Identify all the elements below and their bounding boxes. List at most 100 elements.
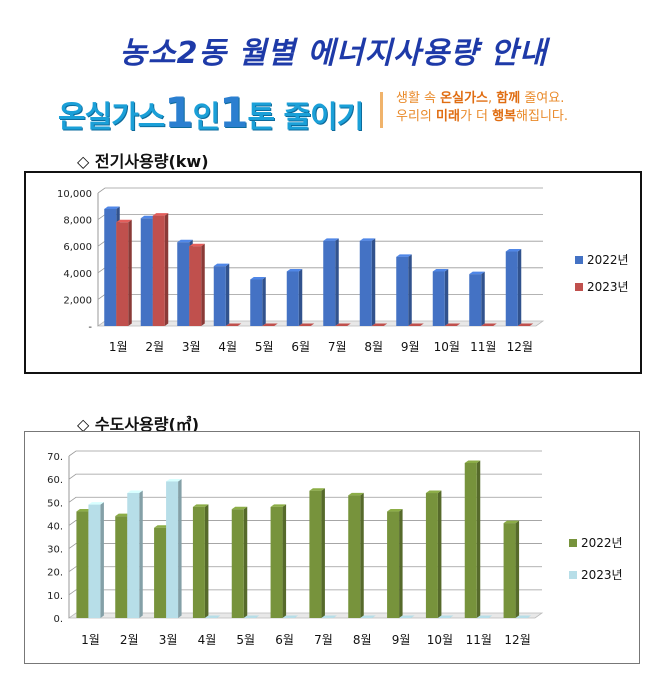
bar — [225, 323, 242, 326]
water-heading: ◇ 수도사용량(㎥) — [77, 415, 200, 434]
bar — [298, 323, 315, 326]
bar — [282, 615, 299, 618]
bar — [481, 323, 497, 326]
x-tick-label: 2월 — [120, 633, 139, 647]
gridline — [68, 450, 542, 457]
gridline — [68, 589, 542, 596]
bar — [309, 488, 325, 618]
x-tick-label: 5월 — [236, 633, 255, 647]
legend-swatch — [575, 283, 583, 291]
bar — [116, 219, 132, 326]
bar — [321, 615, 337, 618]
bar — [503, 520, 520, 618]
page-title: 농소2동 월별 에너지사용량 안내 — [119, 36, 548, 71]
y-tick-label: 70. — [47, 452, 63, 463]
x-tick-label: 11월 — [466, 633, 492, 647]
y-tick-label: 10,000 — [57, 189, 92, 200]
legend-swatch — [569, 571, 577, 579]
y-tick-label: - — [88, 322, 92, 333]
x-tick-label: 7월 — [314, 633, 333, 647]
x-tick-label: 2월 — [145, 340, 164, 354]
bar — [243, 615, 260, 618]
bar — [387, 509, 403, 618]
x-tick-label: 10월 — [434, 340, 460, 354]
bar — [189, 243, 205, 326]
gridline — [97, 187, 543, 194]
campaign-tagline: 생활 속 온실가스, 함께 줄여요. 우리의 미래가 더 행복해집니다. — [396, 91, 569, 124]
y-tick-label: 30. — [47, 545, 63, 556]
bar — [399, 615, 415, 618]
bar — [408, 323, 424, 326]
gridline — [68, 496, 542, 503]
y-tick-label: 2,000 — [63, 295, 92, 306]
chart-floor — [96, 320, 545, 327]
bar — [517, 323, 534, 326]
bar — [505, 249, 522, 326]
x-tick-label: 8월 — [364, 340, 383, 354]
bar — [270, 504, 287, 618]
x-tick-label: 6월 — [275, 633, 294, 647]
bar — [262, 323, 278, 326]
y-tick-label: 20. — [47, 568, 63, 579]
bar — [286, 268, 303, 326]
bar — [425, 490, 442, 618]
bar — [469, 271, 485, 326]
y-tick-label: 6,000 — [63, 242, 92, 253]
x-tick-label: 7월 — [328, 340, 347, 354]
gridline — [68, 520, 542, 526]
bar — [88, 502, 104, 618]
bar — [192, 504, 209, 618]
y-tick-label: 40. — [47, 521, 63, 532]
bar — [231, 506, 248, 618]
x-tick-label: 4월 — [198, 633, 217, 647]
legend-label: 2023년 — [587, 280, 629, 294]
x-tick-label: 1월 — [109, 340, 128, 354]
bar — [359, 238, 376, 326]
bar — [360, 615, 376, 618]
campaign-divider — [380, 92, 383, 128]
bar — [213, 263, 230, 326]
y-tick-label: 60. — [47, 475, 63, 486]
bar — [396, 254, 412, 326]
legend-swatch — [575, 256, 583, 264]
y-tick-label: 0. — [53, 614, 63, 625]
bar — [432, 268, 449, 326]
gridline — [68, 543, 542, 549]
y-tick-label: 10. — [47, 591, 63, 602]
campaign-slogan: 온실가스1인1톤 줄이기 — [58, 88, 364, 137]
bar — [437, 615, 454, 618]
electric-chart: - 2,000 4,000 6,000 8,000 10,000 1월 2월 3월 4월 5월 6월 7… — [24, 171, 642, 374]
water-chart: 0. 10. 20. 30. 40. 50. 60. 70. 1월 2월 3월 4월 5월 6월 7월 8월 9… — [24, 431, 640, 664]
legend-label: 2022년 — [587, 253, 629, 267]
bar — [371, 323, 388, 326]
bar — [323, 238, 339, 326]
bar — [127, 490, 143, 618]
electric-chart-svg: - 2,000 4,000 6,000 8,000 10,000 1월 2월 3월 4월 5월 6월 7… — [57, 187, 629, 354]
electric-heading: ◇ 전기사용량(kw) — [77, 152, 209, 171]
bar — [250, 276, 266, 326]
x-tick-label: 10월 — [427, 633, 453, 647]
x-tick-label: 3월 — [182, 340, 201, 354]
x-tick-label: 8월 — [353, 633, 372, 647]
bar — [204, 615, 221, 618]
bar — [166, 478, 182, 618]
x-tick-label: 4월 — [218, 340, 237, 354]
x-tick-label: 6월 — [291, 340, 310, 354]
x-tick-label: 11월 — [470, 340, 496, 354]
bar — [476, 615, 493, 618]
y-tick-label: 4,000 — [63, 269, 92, 280]
legend-swatch — [569, 539, 577, 547]
x-tick-label: 9월 — [401, 340, 420, 354]
bar — [335, 323, 351, 326]
x-tick-label: 5월 — [255, 340, 274, 354]
x-tick-label: 3월 — [159, 633, 178, 647]
bar — [515, 615, 532, 618]
x-tick-label: 9월 — [392, 633, 411, 647]
bar — [464, 460, 481, 618]
x-tick-label: 12월 — [507, 340, 533, 354]
gridline — [68, 473, 542, 480]
bar — [348, 492, 364, 618]
bar — [444, 323, 461, 326]
bar — [152, 213, 169, 326]
y-tick-label: 50. — [47, 498, 63, 509]
